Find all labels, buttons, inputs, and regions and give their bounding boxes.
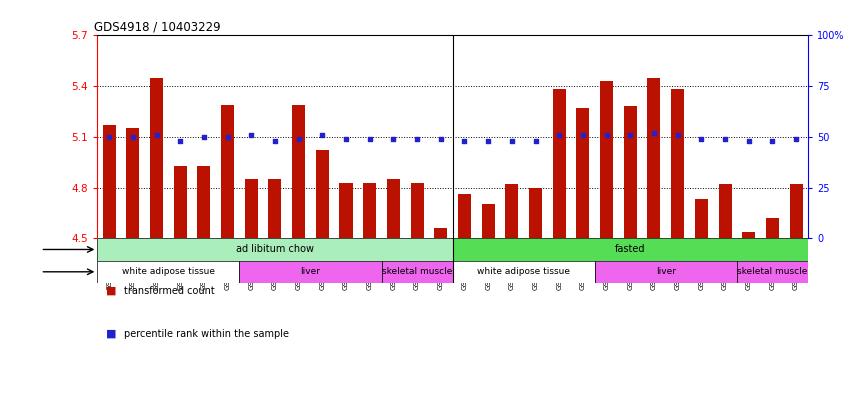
Bar (576, 108, 590, 238)
Text: ■: ■ (106, 286, 116, 296)
Text: white adipose tissue: white adipose tissue (477, 267, 570, 276)
Point (173, 138, 187, 144)
Bar (529, 187, 542, 238)
Bar (410, 182, 424, 238)
Point (126, 134, 140, 140)
Point (695, 136, 708, 142)
Bar (268, 179, 282, 238)
Point (197, 134, 211, 140)
Bar (244, 179, 258, 238)
Bar (453, 238, 808, 261)
Bar (647, 78, 661, 238)
Bar (766, 218, 779, 238)
Bar (126, 129, 140, 238)
Bar (789, 184, 803, 238)
Point (410, 136, 424, 142)
Point (387, 136, 400, 142)
Bar (718, 184, 732, 238)
Bar (742, 231, 755, 238)
Bar (173, 165, 187, 238)
Bar (737, 261, 808, 283)
Point (624, 132, 637, 138)
Point (292, 136, 305, 142)
Point (789, 136, 803, 142)
Bar (387, 179, 400, 238)
Text: transformed count: transformed count (124, 286, 215, 296)
Text: white adipose tissue: white adipose tissue (122, 267, 215, 276)
Point (339, 136, 353, 142)
Bar (339, 182, 353, 238)
Text: liver: liver (656, 267, 676, 276)
Bar (97, 261, 239, 283)
Bar (695, 199, 708, 238)
Bar (197, 165, 211, 238)
Bar (458, 195, 471, 238)
Point (458, 138, 471, 144)
Text: GDS4918 / 10403229: GDS4918 / 10403229 (94, 20, 220, 33)
Point (268, 138, 282, 144)
Bar (316, 151, 329, 238)
Bar (382, 261, 453, 283)
Bar (600, 81, 613, 238)
Bar (221, 105, 234, 238)
Point (244, 132, 258, 138)
Bar (624, 107, 637, 238)
Point (647, 130, 661, 136)
Bar (595, 261, 737, 283)
Text: fasted: fasted (615, 244, 645, 255)
Text: percentile rank within the sample: percentile rank within the sample (124, 329, 289, 339)
Bar (453, 261, 595, 283)
Bar (505, 184, 519, 238)
Point (742, 138, 755, 144)
Point (529, 138, 542, 144)
Text: skeletal muscle: skeletal muscle (737, 267, 808, 276)
Point (718, 136, 732, 142)
Point (576, 132, 590, 138)
Bar (671, 90, 684, 238)
Bar (150, 78, 163, 238)
Point (766, 138, 779, 144)
Point (363, 136, 376, 142)
Point (150, 132, 163, 138)
Point (481, 138, 495, 144)
Bar (102, 125, 116, 238)
Bar (552, 90, 566, 238)
Point (671, 132, 684, 138)
Text: ad libitum chow: ad libitum chow (236, 244, 314, 255)
Bar (363, 182, 376, 238)
Bar (434, 228, 448, 238)
Bar (292, 105, 305, 238)
Point (434, 136, 448, 142)
Point (600, 132, 613, 138)
Point (316, 132, 329, 138)
Bar (97, 238, 453, 261)
Bar (239, 261, 382, 283)
Bar (481, 204, 495, 238)
Text: ■: ■ (106, 329, 116, 339)
Point (552, 132, 566, 138)
Point (505, 138, 519, 144)
Text: liver: liver (300, 267, 321, 276)
Text: skeletal muscle: skeletal muscle (382, 267, 453, 276)
Point (221, 134, 234, 140)
Point (102, 134, 116, 140)
